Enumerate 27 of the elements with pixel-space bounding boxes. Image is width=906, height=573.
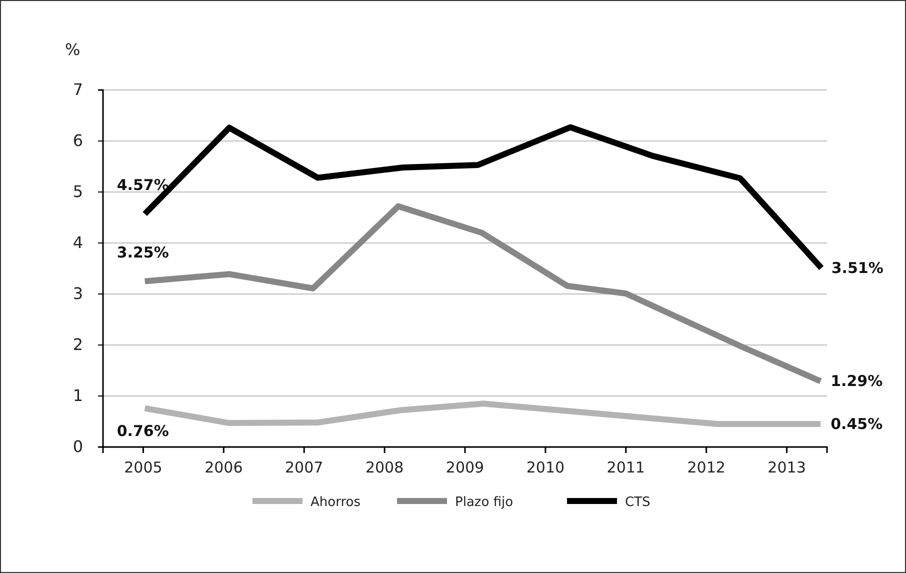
x-tick-label: 2012: [687, 458, 726, 476]
y-tick-label: 5: [72, 182, 83, 202]
y-tick-label: 6: [72, 131, 83, 150]
y-tick-label: 3: [72, 284, 83, 304]
y-tick-label: 1: [72, 386, 83, 406]
data-label: 4.57%: [116, 176, 169, 194]
data-label: 0.45%: [830, 415, 883, 434]
legend-label: Ahorros: [310, 495, 361, 510]
legend-label: CTS: [625, 495, 650, 510]
y-tick-label: 7: [72, 80, 83, 100]
x-tick-label: 2009: [446, 458, 484, 476]
x-tick-label: 2007: [285, 458, 324, 476]
x-tick-label: 2010: [526, 458, 565, 476]
x-tick-label: 2013: [768, 458, 806, 476]
data-label: 3.25%: [116, 243, 169, 262]
data-label: 0.76%: [116, 422, 169, 440]
data-label: 1.29%: [830, 372, 883, 390]
y-axis-title: %: [65, 40, 80, 59]
x-tick-label: 2011: [606, 458, 645, 476]
x-tick-label: 2005: [124, 458, 162, 476]
data-label: 3.51%: [831, 258, 884, 277]
x-tick-label: 2006: [204, 458, 243, 476]
y-tick-label: 0: [72, 437, 83, 456]
x-tick-label: 2008: [365, 458, 404, 476]
y-tick-label: 4: [72, 233, 83, 252]
y-tick-label: 2: [72, 335, 83, 354]
legend-label: Plazo fijo: [455, 495, 514, 510]
